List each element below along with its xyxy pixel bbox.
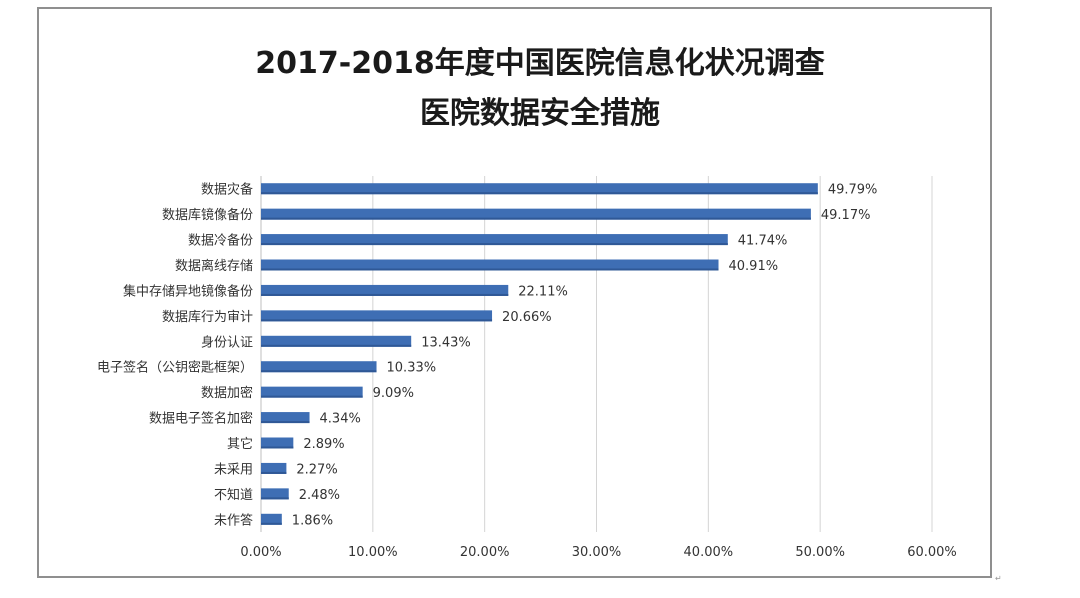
category-label: 数据冷备份 xyxy=(188,233,253,249)
value-label: 40.91% xyxy=(729,259,779,274)
category-label: 电子签名（公钥密匙框架） xyxy=(97,360,253,376)
category-label: 数据灾备 xyxy=(201,182,253,198)
category-label: 不知道 xyxy=(214,487,253,503)
bar xyxy=(261,412,310,424)
x-tick-label: 0.00% xyxy=(240,545,281,560)
bar-shade xyxy=(261,395,363,398)
value-label: 4.34% xyxy=(320,412,361,427)
value-label: 22.11% xyxy=(518,284,568,299)
value-label: 13.43% xyxy=(421,335,471,350)
bar-shade xyxy=(261,446,294,449)
category-label: 未作答 xyxy=(214,512,253,528)
x-tick-label: 10.00% xyxy=(348,545,398,560)
value-label: 41.74% xyxy=(738,234,788,249)
category-label: 其它 xyxy=(227,436,253,452)
value-label: 2.48% xyxy=(299,488,340,503)
x-tick-label: 50.00% xyxy=(795,545,845,560)
bar xyxy=(261,259,719,271)
category-label: 未采用 xyxy=(214,462,253,477)
value-label: 10.33% xyxy=(387,361,437,376)
chart-title: 2017-2018年度中国医院信息化状况调查 xyxy=(255,46,825,81)
bar-shade xyxy=(261,344,412,347)
x-tick-label: 60.00% xyxy=(907,545,957,560)
bar-shade xyxy=(261,421,310,424)
category-label: 数据库镜像备份 xyxy=(162,207,253,223)
bar-shade xyxy=(261,319,493,322)
bar-shade xyxy=(261,217,811,220)
bar-shade xyxy=(261,471,287,474)
value-label: 2.27% xyxy=(296,462,337,477)
category-label: 数据电子签名加密 xyxy=(149,411,253,427)
category-label: 身份认证 xyxy=(201,334,253,350)
bar-shade xyxy=(261,522,282,525)
bar xyxy=(261,437,294,449)
bar-shade xyxy=(261,192,818,195)
bar xyxy=(261,462,287,474)
bar xyxy=(261,183,818,195)
chart-frame xyxy=(37,7,992,578)
category-label: 数据加密 xyxy=(201,385,253,401)
value-label: 1.86% xyxy=(292,513,333,528)
bar-shade xyxy=(261,370,377,373)
bar-shade xyxy=(261,268,719,271)
value-label: 2.89% xyxy=(303,437,344,452)
bar xyxy=(261,361,377,373)
bar xyxy=(261,513,282,525)
value-label: 20.66% xyxy=(502,310,552,325)
bar xyxy=(261,284,509,296)
value-label: 49.79% xyxy=(828,183,878,198)
bar xyxy=(261,386,363,398)
corner-mark: ↵ xyxy=(995,574,1002,583)
chart-subtitle: 医院数据安全措施 xyxy=(420,96,660,131)
value-label: 9.09% xyxy=(373,386,414,401)
x-tick-label: 20.00% xyxy=(460,545,510,560)
bar xyxy=(261,488,289,500)
category-label: 数据离线存储 xyxy=(175,258,253,274)
bar-shade xyxy=(261,497,289,500)
bar xyxy=(261,335,412,347)
bar-shade xyxy=(261,243,728,246)
x-tick-label: 40.00% xyxy=(684,545,734,560)
category-label: 数据库行为审计 xyxy=(162,309,253,325)
bar xyxy=(261,234,728,246)
bar xyxy=(261,310,493,322)
category-label: 集中存储异地镜像备份 xyxy=(123,283,253,299)
value-label: 49.17% xyxy=(821,208,871,223)
bar-shade xyxy=(261,293,509,296)
bar xyxy=(261,208,811,220)
x-tick-label: 30.00% xyxy=(572,545,622,560)
